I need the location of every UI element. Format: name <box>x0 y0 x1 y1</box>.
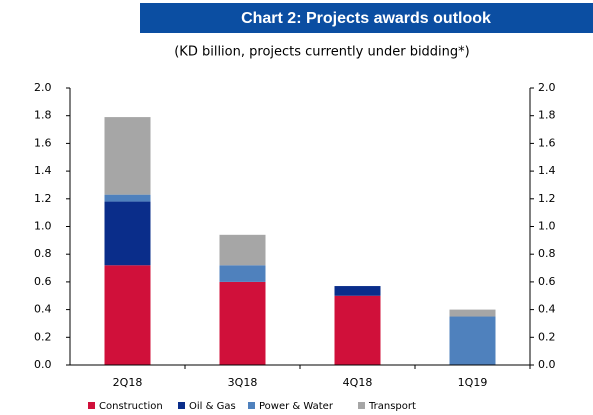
y-tick-label: 0.8 <box>34 247 52 260</box>
bar-segment <box>334 295 381 365</box>
x-tick-label: 1Q19 <box>458 376 488 389</box>
y-tick-label: 0.2 <box>34 330 52 343</box>
legend-label: Power & Water <box>259 401 334 412</box>
legend-swatch <box>88 402 95 409</box>
y2-tick-label: 1.8 <box>538 109 556 122</box>
x-tick-label: 2Q18 <box>113 376 143 389</box>
y-tick-label: 1.2 <box>34 192 52 205</box>
bar-segment <box>219 281 266 365</box>
y2-tick-label: 1.4 <box>538 164 556 177</box>
y2-tick-label: 0.6 <box>538 275 556 288</box>
bar-segment <box>104 265 151 365</box>
y2-tick-label: 1.6 <box>538 136 556 149</box>
y2-tick-label: 1.2 <box>538 192 556 205</box>
bar-segment <box>334 286 381 296</box>
bar-segment <box>449 309 496 317</box>
x-tick-label: 4Q18 <box>343 376 373 389</box>
legend-label: Construction <box>99 401 163 412</box>
chart-title: Chart 2: Projects awards outlook <box>241 10 491 27</box>
legend-label: Oil & Gas <box>189 401 236 412</box>
title-banner <box>140 3 593 33</box>
y-tick-label: 0.4 <box>34 303 52 316</box>
bar-segment <box>104 117 151 195</box>
bar-segment <box>104 194 151 202</box>
y2-tick-label: 0.0 <box>538 358 556 371</box>
x-tick-label: 3Q18 <box>228 376 258 389</box>
legend-swatch <box>248 402 255 409</box>
y-tick-label: 1.8 <box>34 109 52 122</box>
y-tick-label: 0.6 <box>34 275 52 288</box>
bar-segment <box>219 265 266 282</box>
y-tick-label: 1.6 <box>34 136 52 149</box>
legend-swatch <box>178 402 185 409</box>
y-tick-label: 2.0 <box>34 81 52 94</box>
y-tick-label: 1.4 <box>34 164 52 177</box>
y-tick-label: 1.0 <box>34 220 52 233</box>
y-tick-label: 0.0 <box>34 358 52 371</box>
y2-tick-label: 1.0 <box>538 220 556 233</box>
bar-segment <box>449 316 496 365</box>
bar-segment <box>219 234 266 266</box>
bar-segment <box>104 201 151 266</box>
y2-tick-label: 2.0 <box>538 81 556 94</box>
y2-tick-label: 0.2 <box>538 330 556 343</box>
chart-subtitle: (KD billion, projects currently under bi… <box>174 45 470 60</box>
legend-label: Transport <box>368 401 416 412</box>
legend-swatch <box>358 402 365 409</box>
y2-tick-label: 0.8 <box>538 247 556 260</box>
y2-tick-label: 0.4 <box>538 303 556 316</box>
